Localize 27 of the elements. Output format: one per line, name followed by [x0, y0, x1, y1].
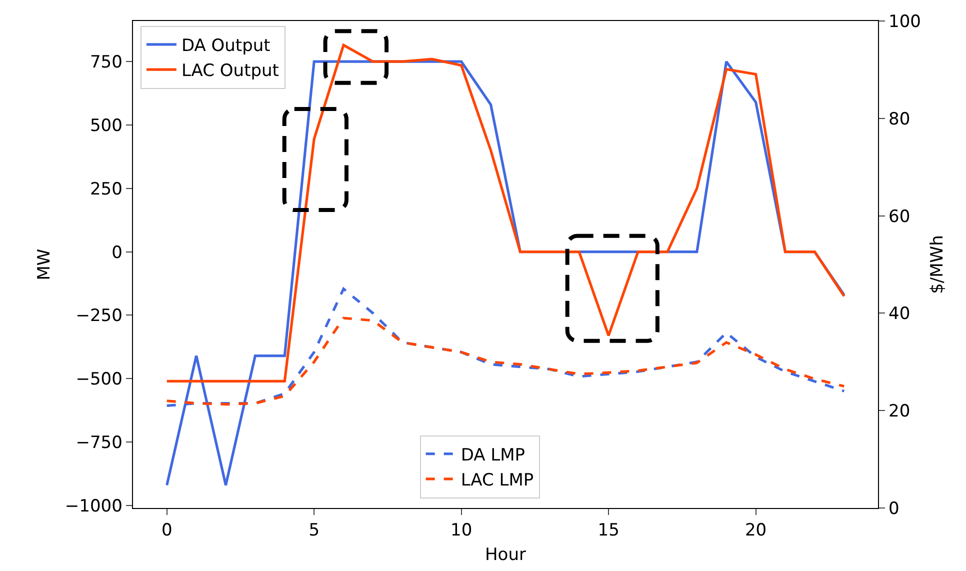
y-tick-label: −750 — [76, 433, 122, 453]
legend-label: DA LMP — [460, 445, 526, 466]
y-tick-label: −500 — [76, 370, 122, 390]
y-tick-label: 500 — [90, 116, 122, 136]
x-tick-label: 10 — [450, 520, 472, 541]
legend-label: DA Output — [181, 36, 271, 56]
legend-label: LAC LMP — [460, 470, 534, 491]
y-tick-label: 750 — [90, 52, 122, 73]
y-tick-label: 0 — [112, 242, 122, 263]
y-tick-label: 250 — [90, 179, 122, 200]
x-tick-label: 15 — [598, 520, 620, 541]
y2-tick-label: 60 — [888, 206, 910, 227]
line-series — [166, 316, 846, 406]
x-tick-label: 0 — [161, 520, 172, 541]
x-axis-title: Hour — [485, 544, 526, 565]
x-tick-label: 5 — [308, 520, 320, 541]
y-tick-label: −1000 — [64, 496, 122, 516]
y2-tick-label: 20 — [888, 402, 910, 422]
y2-tick-label: 0 — [888, 498, 900, 519]
y-tick-label: −250 — [76, 306, 122, 326]
y2-tick-label: 80 — [888, 109, 910, 130]
x-tick-label: 20 — [744, 520, 767, 541]
y2-tick-label: 40 — [888, 304, 910, 324]
legend-label: LAC Output — [181, 61, 280, 82]
y2-tick-label: 100 — [888, 12, 922, 32]
y2-axis-title: $/MWh — [927, 235, 948, 294]
y-axis-title: MW — [34, 248, 54, 280]
